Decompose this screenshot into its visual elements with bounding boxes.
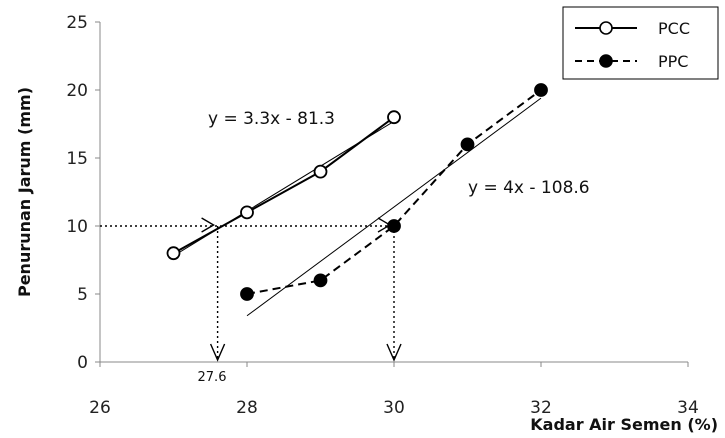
- data-point-ppc: [240, 287, 254, 301]
- data-point-ppc: [387, 219, 401, 233]
- series-line-pcc: [173, 116, 395, 255]
- data-point-pcc: [387, 110, 401, 125]
- x-tick-label: 32: [530, 398, 552, 418]
- marker-label-27-6: 27.6: [198, 370, 227, 385]
- legend-ppc-marker: [599, 54, 613, 68]
- y-tick-label: 5: [77, 285, 88, 305]
- legend-pcc-marker: [599, 21, 613, 35]
- trendline-ppc: [246, 97, 542, 317]
- trendlines: [173, 97, 542, 317]
- x-ticks: 26 28 30 32 34: [89, 362, 699, 418]
- y-tick-label: 0: [77, 353, 88, 373]
- pcc-equation-label: y = 3.3x - 81.3: [208, 109, 335, 129]
- legend: PCC PPC: [562, 6, 719, 80]
- y-tick-label: 25: [66, 13, 88, 33]
- data-point-ppc: [313, 273, 328, 288]
- data-point-ppc: [460, 137, 475, 152]
- data-point-pcc: [166, 246, 181, 261]
- x-tick-label: 34: [677, 398, 699, 418]
- y-axis-title: Penurunan Jarum (mm): [15, 87, 34, 297]
- series-group: [166, 83, 548, 301]
- y-tick-label: 20: [66, 81, 88, 101]
- y-ticks: 0 5 10 15 20 25: [66, 13, 100, 373]
- x-tick-label: 28: [236, 398, 258, 418]
- y-tick-label: 10: [66, 217, 88, 237]
- legend-ppc-label: PPC: [658, 52, 688, 71]
- data-point-pcc: [313, 164, 328, 179]
- down-arrow-icon: [209, 343, 226, 362]
- legend-pcc-label: PCC: [658, 19, 690, 38]
- series-line-ppc: [246, 89, 542, 295]
- x-tick-label: 26: [89, 398, 111, 418]
- x-tick-label: 30: [383, 398, 405, 418]
- legend-box: [562, 6, 719, 80]
- down-arrow-icon: [386, 343, 402, 362]
- data-point-ppc: [534, 83, 548, 97]
- y-tick-label: 15: [66, 149, 88, 169]
- x-axis-title: Kadar Air Semen (%): [530, 415, 718, 434]
- right-arrow-icon: [201, 217, 215, 233]
- data-point-pcc: [240, 205, 254, 220]
- ppc-equation-label: y = 4x - 108.6: [468, 178, 590, 198]
